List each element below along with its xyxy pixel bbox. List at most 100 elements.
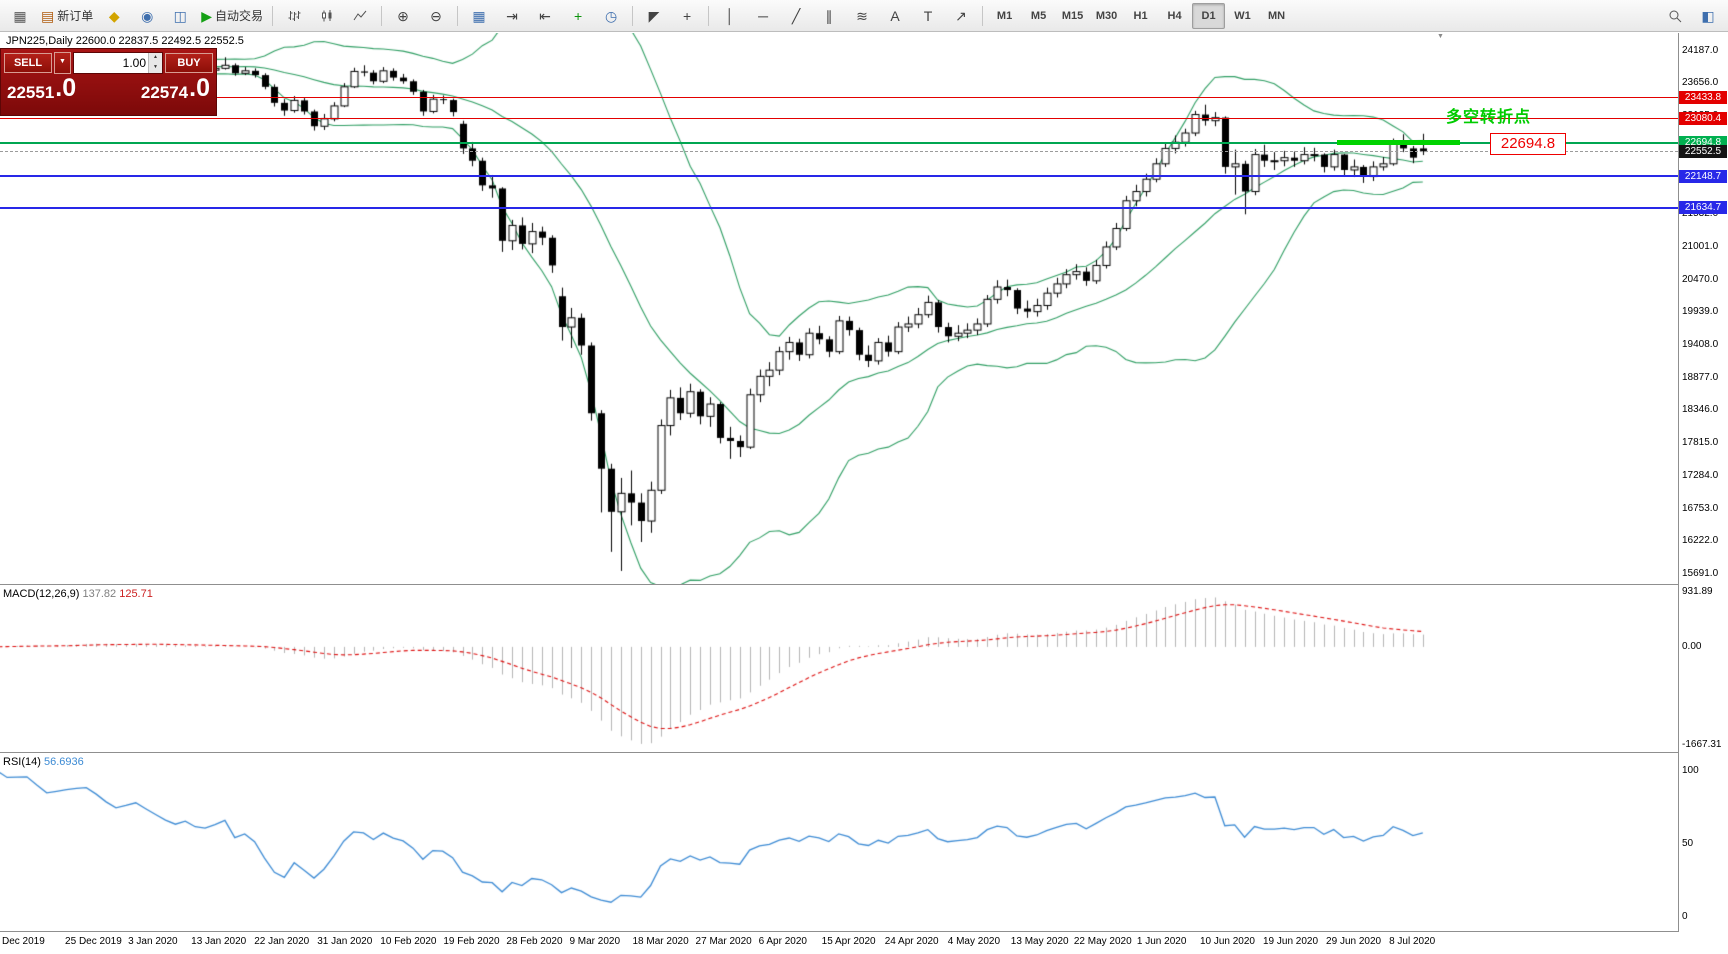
cursor-icon[interactable]: ◤ <box>648 7 660 24</box>
channel-icon[interactable]: ∥ <box>825 7 833 24</box>
horizontal-level-line-21634.7[interactable] <box>0 206 1678 209</box>
vertical-line-icon[interactable]: │ <box>725 7 735 24</box>
price-axis-tick: 23656.0 <box>1682 77 1719 89</box>
data-window-icon[interactable]: ◫ <box>173 7 187 24</box>
price-level-label[interactable]: 22694.8 <box>1490 133 1566 155</box>
timeframe-m30[interactable]: M30 <box>1095 9 1118 22</box>
trade-panel-dropdown[interactable]: ▼ <box>54 52 71 74</box>
rsi-axis-tick: 0 <box>1682 911 1688 922</box>
bar-chart-icon[interactable] <box>278 3 310 29</box>
horizontal-line-icon[interactable]: ─ <box>758 7 768 24</box>
date-axis-label: 13 Jan 2020 <box>191 936 247 947</box>
candlestick-chart-icon[interactable] <box>311 3 343 29</box>
price-badge-21634.7: 21634.7 <box>1679 201 1727 215</box>
date-axis-label: 28 Feb 2020 <box>506 936 563 947</box>
chart-symbol-ohlc: JPN225,Daily 22600.0 22837.5 22492.5 225… <box>6 35 244 47</box>
one-click-trading-panel: SELL ▼ ▲▼ BUY 22551.0 22574.0 <box>0 48 217 116</box>
price-axis-tick: 19408.0 <box>1682 339 1719 351</box>
price-axis-tick: 24187.0 <box>1682 44 1719 56</box>
trendline-icon[interactable]: ╱ <box>791 7 801 24</box>
price-badge-23433.8: 23433.8 <box>1679 90 1727 104</box>
volume-spinner[interactable]: ▲ ▼ <box>148 53 162 73</box>
fibonacci-icon[interactable]: ≋ <box>856 7 868 24</box>
new-chart-icon[interactable]: ▦ <box>13 7 27 24</box>
date-axis-label: 6 Apr 2020 <box>758 936 807 947</box>
volume-input[interactable] <box>74 55 148 71</box>
toolbar: ▦ ▤ 新订单 ◆ ◉ ◫ ▶ 自动交易 ⊕ ⊖ ▦ ⇥ ⇤ + ◷ ◤ + │ ─ ╱ ∥ ≋ A T ↗ M1 M5 M15 M30… <box>0 0 1728 32</box>
panel-separator[interactable] <box>0 752 1728 753</box>
volume-field: ▲▼ <box>73 52 163 74</box>
date-axis-label: 22 Jan 2020 <box>254 936 310 947</box>
price-badge-23080.4: 23080.4 <box>1679 112 1727 126</box>
date-axis-label: 9 Mar 2020 <box>569 936 621 947</box>
horizontal-level-line-22694.8[interactable] <box>0 141 1678 144</box>
date-axis-label: Dec 2019 <box>2 936 45 947</box>
price-axis-tick: 17815.0 <box>1682 437 1719 449</box>
arrow-tools-icon[interactable]: ↗ <box>955 7 967 24</box>
timeframe-m5[interactable]: M5 <box>1030 9 1047 22</box>
zoom-in-icon[interactable]: ⊕ <box>397 7 409 24</box>
date-axis-label: 10 Jun 2020 <box>1199 936 1255 947</box>
price-axis-tick: 17284.0 <box>1682 469 1719 481</box>
indicators-icon[interactable]: + <box>573 7 583 24</box>
chart-overlay: JPN225,Daily 22600.0 22837.5 22492.5 225… <box>0 33 1678 584</box>
price-axis-tick: 20470.0 <box>1682 273 1719 285</box>
tile-windows-icon[interactable]: ▦ <box>472 7 486 24</box>
text-icon[interactable]: A <box>890 7 900 24</box>
date-axis-label: 8 Jul 2020 <box>1389 936 1436 947</box>
date-axis[interactable]: Dec 2019 25 Dec 2019 3 Jan 2020 13 Jan 2020… <box>0 932 1728 954</box>
turning-point-annotation[interactable]: 多空转折点 <box>1446 109 1532 126</box>
price-axis[interactable]: 24187.023656.023125.022594.022063.021532… <box>1679 33 1728 932</box>
history-center-icon[interactable]: ◆ <box>108 7 120 24</box>
horizontal-level-line-23080.4[interactable] <box>0 118 1678 120</box>
window-layout-icon[interactable]: ◧ <box>1701 7 1715 24</box>
price-badge-22552.5: 22552.5 <box>1679 144 1727 158</box>
sell-button[interactable]: SELL <box>4 53 52 73</box>
date-axis-label: 19 Jun 2020 <box>1263 936 1319 947</box>
timeframe-m1[interactable]: M1 <box>996 9 1013 22</box>
rsi-panel-canvas[interactable] <box>0 753 1678 931</box>
horizontal-level-line-22148.7[interactable] <box>0 175 1678 178</box>
timeframe-m15[interactable]: M15 <box>1061 9 1084 22</box>
label-icon[interactable]: T <box>923 7 933 24</box>
price-chart-canvas[interactable] <box>0 33 1678 584</box>
date-axis-label: 29 Jun 2020 <box>1326 936 1382 947</box>
chart-shift-marker[interactable]: ▼ <box>1437 33 1444 40</box>
price-axis-tick: 19939.0 <box>1682 306 1719 318</box>
date-axis-label: 15 Apr 2020 <box>821 936 876 947</box>
timeframe-d1[interactable]: D1 <box>1192 2 1226 29</box>
price-axis-tick: 15691.0 <box>1682 567 1719 579</box>
rsi-axis-tick: 50 <box>1682 838 1694 849</box>
panel-separator <box>0 931 1728 932</box>
panel-separator[interactable] <box>0 584 1728 585</box>
timeframe-w1[interactable]: W1 <box>1234 9 1251 22</box>
timeframe-h1[interactable]: H1 <box>1133 9 1148 22</box>
periods-icon[interactable]: ◷ <box>604 7 618 24</box>
current-price-line <box>0 151 1678 153</box>
buy-button[interactable]: BUY <box>165 53 213 73</box>
price-axis-tick: 18877.0 <box>1682 371 1719 383</box>
macd-axis-tick: 0.00 <box>1682 640 1702 652</box>
timeframe-h4[interactable]: H4 <box>1167 9 1182 22</box>
new-order-button[interactable]: ▤ 新订单 <box>41 7 94 24</box>
macd-panel-canvas[interactable] <box>0 585 1678 752</box>
timeframe-mn[interactable]: MN <box>1267 9 1286 22</box>
search-icon[interactable] <box>1659 3 1691 29</box>
chart-shift-icon[interactable]: ⇤ <box>539 7 551 24</box>
horizontal-level-line-23433.8[interactable] <box>0 96 1678 98</box>
toolbar-separator <box>457 5 459 26</box>
rsi-indicator-label: RSI(14) 56.6936 <box>3 756 84 768</box>
macd-axis-tick: -1667.31 <box>1682 739 1722 751</box>
toolbar-separator <box>272 5 274 26</box>
navigator-icon[interactable]: ◉ <box>141 7 154 24</box>
toolbar-separator <box>708 5 710 26</box>
line-chart-icon[interactable] <box>344 3 376 29</box>
toolbar-separator <box>632 5 634 26</box>
date-axis-label: 24 Apr 2020 <box>884 936 939 947</box>
resistance-highlight-line[interactable] <box>1337 140 1460 145</box>
auto-scroll-icon[interactable]: ⇥ <box>506 7 518 24</box>
autotrading-button[interactable]: ▶ 自动交易 <box>201 7 264 24</box>
date-axis-label: 27 Mar 2020 <box>695 936 752 947</box>
zoom-out-icon[interactable]: ⊖ <box>430 7 442 24</box>
crosshair-icon[interactable]: + <box>682 7 692 24</box>
